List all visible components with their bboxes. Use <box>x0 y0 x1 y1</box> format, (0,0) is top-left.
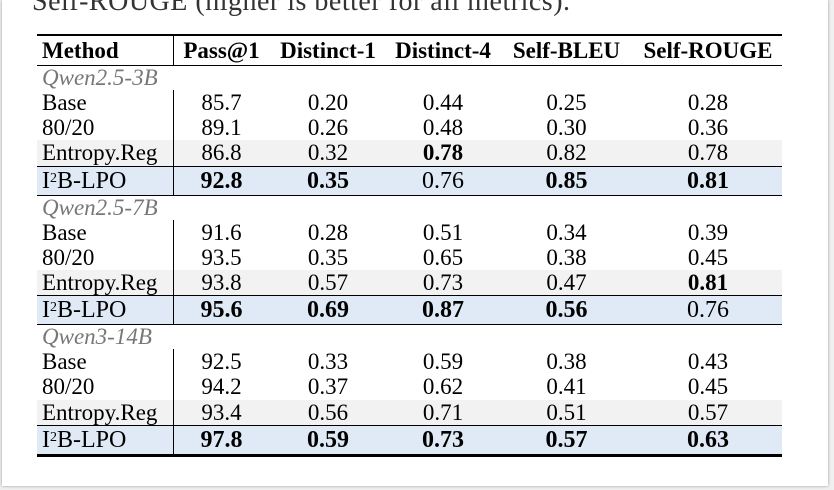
table-row: Entropy.Reg 86.8 0.32 0.78 0.82 0.78 <box>37 140 782 166</box>
cell-distinct-4: 0.87 <box>422 297 464 324</box>
cell-pass1: 97.8 <box>200 426 243 453</box>
group-label: Qwen2.5-3B <box>42 65 158 90</box>
cell-pass1: 93.4 <box>201 399 242 425</box>
header-pass1: Pass@1 <box>183 38 260 63</box>
cell-distinct-4: 0.76 <box>422 167 464 194</box>
cell-method: Entropy.Reg <box>37 269 174 296</box>
cell-distinct-1: 0.33 <box>307 349 349 375</box>
cell-self-bleu: 0.38 <box>546 244 587 270</box>
cell-method: 80/20 <box>37 244 174 270</box>
cell-method: I2B-LPO <box>37 425 174 454</box>
cell-method: 80/20 <box>37 374 174 400</box>
cell-distinct-4: 0.65 <box>422 244 464 270</box>
cell-distinct-4: 0.59 <box>422 349 464 375</box>
cell-distinct-1: 0.35 <box>307 244 349 270</box>
cell-method: I2B-LPO <box>37 166 174 195</box>
cell-self-rouge: 0.81 <box>687 167 729 194</box>
table-row: 80/20 93.5 0.35 0.65 0.38 0.45 <box>37 244 782 270</box>
table-row: Base 85.7 0.20 0.44 0.25 0.28 <box>37 90 782 116</box>
table-row: Base 92.5 0.33 0.59 0.38 0.43 <box>37 349 782 375</box>
table-row: 80/20 89.1 0.26 0.48 0.30 0.36 <box>37 115 782 141</box>
cell-self-bleu: 0.34 <box>546 219 587 245</box>
table-row-highlighted: I2B-LPO 95.6 0.69 0.87 0.56 0.76 <box>37 295 782 326</box>
cell-self-bleu: 0.47 <box>546 269 587 295</box>
cell-self-bleu: 0.30 <box>546 115 587 141</box>
cell-distinct-4: 0.48 <box>422 115 464 141</box>
cell-distinct-1: 0.35 <box>307 167 349 194</box>
cell-pass1: 89.1 <box>201 115 242 141</box>
cell-self-rouge: 0.43 <box>687 349 729 375</box>
cell-self-rouge: 0.39 <box>687 219 729 245</box>
cell-self-rouge: 0.57 <box>687 399 729 425</box>
cell-method: I2B-LPO <box>37 296 174 325</box>
cell-pass1: 86.8 <box>201 140 242 166</box>
cell-self-bleu: 0.25 <box>546 90 587 115</box>
table-row-highlighted: I2B-LPO 97.8 0.59 0.73 0.57 0.63 <box>37 424 782 455</box>
table-row: 80/20 94.2 0.37 0.62 0.41 0.45 <box>37 374 782 400</box>
cell-distinct-4: 0.73 <box>422 426 464 453</box>
cell-distinct-1: 0.57 <box>307 269 349 295</box>
cell-distinct-4: 0.71 <box>422 399 464 425</box>
cell-self-rouge: 0.76 <box>687 297 729 324</box>
group-label: Qwen2.5-7B <box>42 194 158 220</box>
cell-self-rouge: 0.45 <box>687 374 729 400</box>
cell-distinct-1: 0.26 <box>307 115 349 141</box>
cell-pass1: 92.8 <box>200 167 243 194</box>
cell-pass1: 91.6 <box>201 219 242 245</box>
table-row: Entropy.Reg 93.8 0.57 0.73 0.47 0.81 <box>37 269 782 296</box>
cell-self-bleu: 0.82 <box>546 140 587 166</box>
cell-self-rouge: 0.78 <box>687 140 729 166</box>
group-label: Qwen3-14B <box>42 324 152 350</box>
header-distinct-4: Distinct-4 <box>395 38 491 63</box>
cell-method: Base <box>37 90 174 116</box>
cell-pass1: 94.2 <box>201 374 242 400</box>
table-header-row: Method Pass@1 Distinct-1 Distinct-4 Self… <box>37 36 782 66</box>
cell-pass1: 93.5 <box>201 244 242 270</box>
cell-pass1: 85.7 <box>201 90 242 115</box>
cell-distinct-1: 0.59 <box>307 426 349 453</box>
cell-distinct-1: 0.28 <box>307 219 349 245</box>
cell-self-bleu: 0.38 <box>546 349 587 375</box>
cell-method: Base <box>37 349 174 375</box>
cell-distinct-1: 0.37 <box>307 374 349 400</box>
header-self-bleu: Self-BLEU <box>512 38 621 63</box>
header-method: Method <box>37 36 174 65</box>
cell-self-rouge: 0.81 <box>687 269 729 295</box>
cell-method: Entropy.Reg <box>37 399 174 425</box>
cell-pass1: 95.6 <box>200 297 243 324</box>
cell-self-bleu: 0.41 <box>546 374 587 400</box>
cell-distinct-1: 0.32 <box>307 140 349 166</box>
table-row-highlighted: I2B-LPO 92.8 0.35 0.76 0.85 0.81 <box>37 165 782 196</box>
cell-distinct-1: 0.56 <box>307 399 349 425</box>
header-self-rouge: Self-ROUGE <box>643 38 773 63</box>
cell-self-bleu: 0.85 <box>545 167 588 194</box>
cell-distinct-1: 0.69 <box>307 297 349 324</box>
cell-self-bleu: 0.56 <box>545 297 588 324</box>
cell-distinct-4: 0.51 <box>422 219 464 245</box>
cell-method: Base <box>37 219 174 245</box>
cell-distinct-4: 0.44 <box>422 90 464 115</box>
cell-distinct-4: 0.73 <box>422 269 464 295</box>
cell-distinct-1: 0.20 <box>307 90 349 115</box>
cell-self-rouge: 0.28 <box>687 90 729 115</box>
cell-pass1: 93.8 <box>201 269 242 295</box>
cell-method: Entropy.Reg <box>37 140 174 166</box>
cell-self-bleu: 0.51 <box>546 399 587 425</box>
cell-self-rouge: 0.63 <box>687 426 729 453</box>
cell-self-rouge: 0.45 <box>687 244 729 270</box>
cell-pass1: 92.5 <box>201 349 242 375</box>
table-caption-fragment: Self-ROUGE (higher is better for all met… <box>32 0 571 16</box>
header-distinct-1: Distinct-1 <box>280 38 376 63</box>
cell-distinct-4: 0.78 <box>422 140 464 166</box>
cell-self-rouge: 0.36 <box>687 115 729 141</box>
table-row: Entropy.Reg 93.4 0.56 0.71 0.51 0.57 <box>37 399 782 425</box>
cell-self-bleu: 0.57 <box>545 426 588 453</box>
cell-distinct-4: 0.62 <box>422 374 464 400</box>
cell-method: 80/20 <box>37 115 174 141</box>
table-row: Base 91.6 0.28 0.51 0.34 0.39 <box>37 219 782 245</box>
results-table: Method Pass@1 Distinct-1 Distinct-4 Self… <box>37 34 782 457</box>
